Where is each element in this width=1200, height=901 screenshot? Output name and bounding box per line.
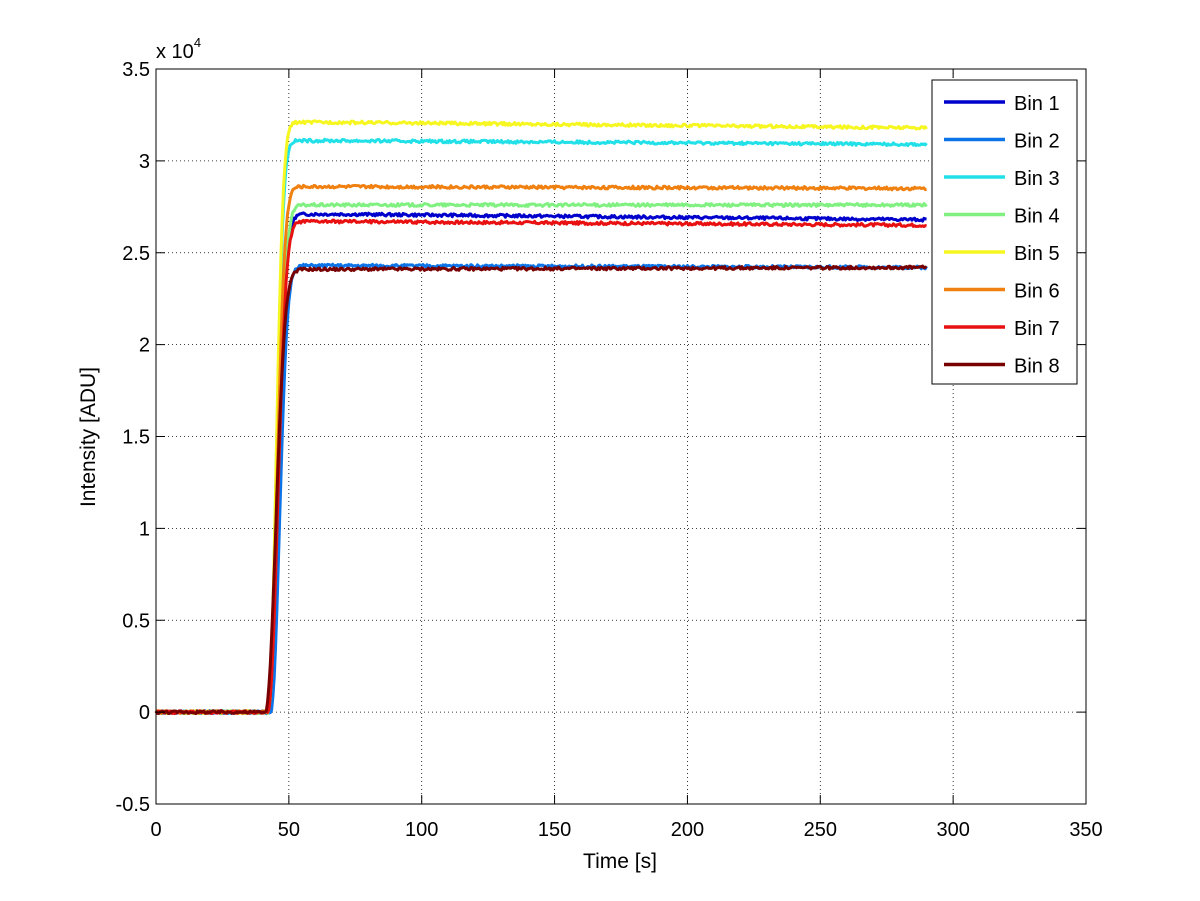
y-tick-label: 1 (139, 518, 150, 540)
y-exponent-label: x 104 (156, 35, 201, 63)
x-tick-label: 300 (936, 819, 969, 841)
x-tick-labels: 0 50 100 150 200 250 300 350 (150, 819, 1102, 841)
y-tick-label: 0 (139, 702, 150, 724)
legend-label: Bin 5 (1014, 243, 1060, 265)
y-tick-label: 1.5 (122, 427, 150, 449)
legend-label: Bin 6 (1014, 281, 1060, 303)
y-axis-label: Intensity [ADU] (77, 367, 100, 507)
x-tick-label: 100 (405, 819, 438, 841)
x-tick-label: 150 (538, 819, 571, 841)
legend-label: Bin 2 (1014, 131, 1060, 153)
x-tick-label: 0 (150, 819, 161, 841)
x-tick-label: 250 (804, 819, 837, 841)
y-tick-label: 3 (139, 151, 150, 173)
legend-label: Bin 1 (1014, 93, 1060, 115)
y-tick-label: 0.5 (122, 610, 150, 632)
legend: Bin 1 Bin 2 Bin 3 Bin 4 Bin 5 Bin 6 Bin 7 Bin 8 (931, 79, 1078, 385)
plot-area (154, 119, 928, 716)
y-tick-label: 2 (139, 335, 150, 357)
x-axis-label: Time [s] (583, 850, 657, 873)
legend-label: Bin 8 (1014, 356, 1060, 378)
legend-label: Bin 7 (1014, 318, 1060, 340)
axis-ticks (155, 68, 1087, 805)
legend-box (931, 79, 1078, 385)
grid-lines (156, 69, 1086, 804)
x-tick-label: 200 (671, 819, 704, 841)
y-tick-labels: -0.5 0 0.5 1 1.5 2 2.5 3 3.5 (116, 59, 150, 816)
y-tick-label: 3.5 (122, 59, 150, 81)
series-line-6 (154, 183, 927, 716)
y-tick-label: 2.5 (122, 243, 150, 265)
series-line-5 (154, 119, 928, 716)
x-tick-label: 350 (1069, 819, 1102, 841)
y-tick-label: -0.5 (116, 794, 150, 816)
legend-label: Bin 4 (1014, 206, 1060, 228)
series-line-8 (154, 264, 928, 715)
legend-label: Bin 3 (1014, 168, 1060, 190)
x-tick-label: 50 (278, 819, 300, 841)
